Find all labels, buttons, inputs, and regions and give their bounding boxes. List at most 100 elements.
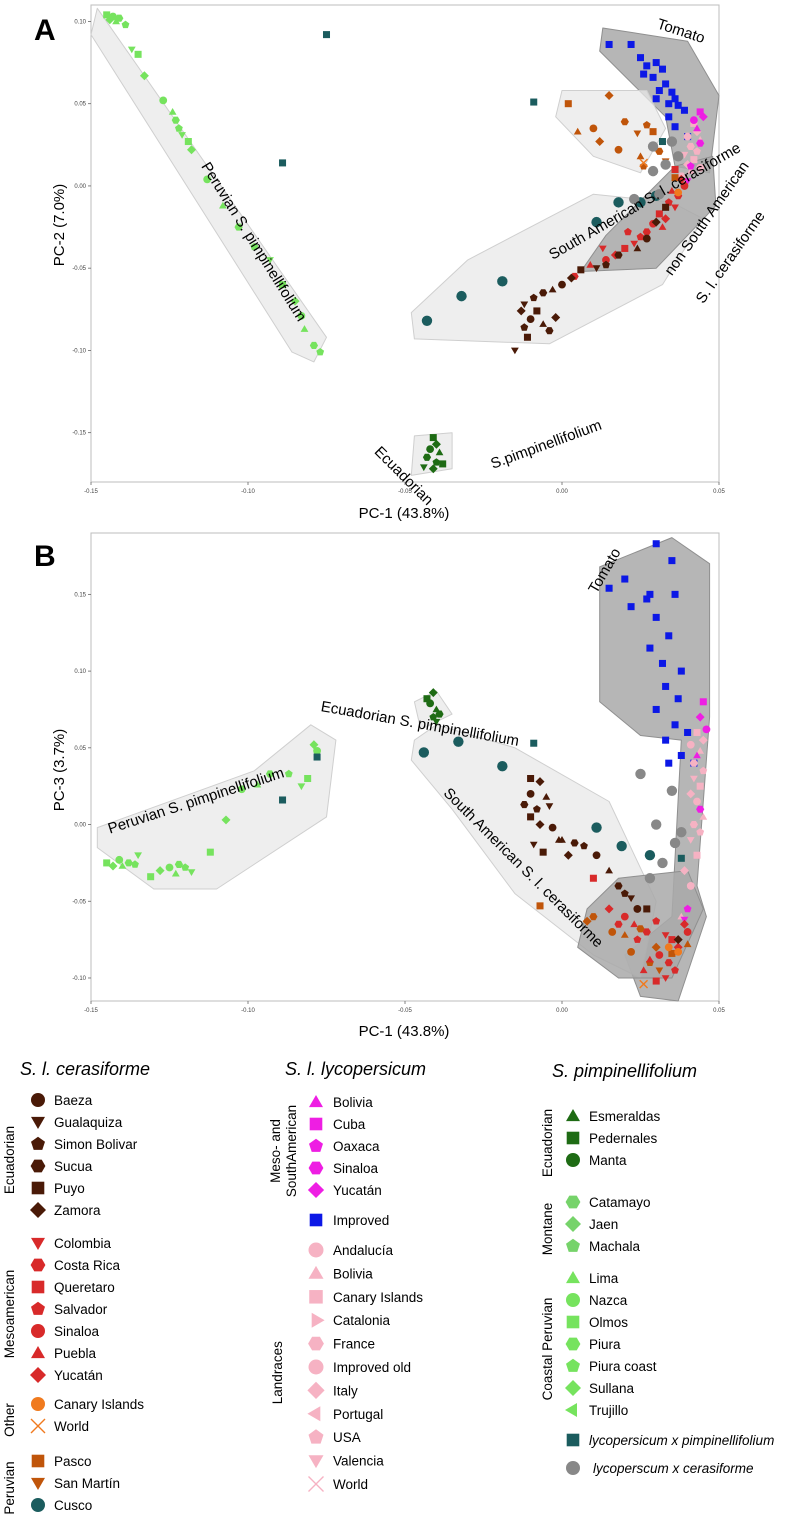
panel-a-x-tick-label: -0.15 xyxy=(84,489,98,495)
legend-marker-cerasiforme-3-1 xyxy=(31,1477,45,1490)
panel-a-data-point xyxy=(602,260,610,269)
panel-b-data-point xyxy=(652,613,660,621)
panel-a-data-point xyxy=(668,88,676,96)
panel-b-data-point xyxy=(680,919,689,929)
panel-a-data-point xyxy=(529,293,538,302)
panel-b-data-point xyxy=(674,947,683,956)
legend-marker-cerasiforme-0-3 xyxy=(30,1159,46,1173)
legend-marker-lycopersicum-0-1 xyxy=(309,1117,323,1131)
panel-b-data-point xyxy=(693,728,701,736)
panel-b-data-point xyxy=(423,695,431,703)
panel-a-data-point xyxy=(297,311,306,320)
panel-b-y-tick-label: 0.05 xyxy=(74,746,86,752)
panel-a-x-axis-label: PC-1 (43.8%) xyxy=(359,505,450,522)
panel-a-x-tick-label: -0.05 xyxy=(398,489,412,495)
panel-a-data-point xyxy=(159,96,168,105)
panel-b-data-point xyxy=(671,590,679,598)
panel-a-data-point xyxy=(586,261,595,268)
panel-a-data-point xyxy=(432,458,441,466)
legend-entry-pimpinellifolium-3-1: lycoperscum x cerasiforme xyxy=(593,1461,754,1476)
panel-b-data-point xyxy=(206,848,214,856)
panel-b-y-tick-label: 0.10 xyxy=(74,669,86,675)
panel-a-data-point xyxy=(680,106,688,114)
legend-heading-cerasiforme: S. l. cerasiforme xyxy=(20,1059,150,1079)
legend-marker-pimpinellifolium-2-1 xyxy=(566,1293,580,1307)
panel-a-data-point xyxy=(526,315,535,324)
panel-a-data-point xyxy=(420,464,428,472)
panel-b-data-point xyxy=(237,785,246,794)
panel-a-y-tick-label: -0.10 xyxy=(72,348,86,354)
panel-a-data-point xyxy=(658,223,667,230)
panel-b-data-point xyxy=(545,803,554,810)
panel-a-data-point xyxy=(103,11,111,19)
panel-a-region-2 xyxy=(555,90,667,174)
panel-b-data-point xyxy=(428,688,438,698)
panel-a-data-point xyxy=(654,188,665,200)
panel-b-x-tick-label: 0.05 xyxy=(713,1008,725,1014)
legend-marker-cerasiforme-0-2 xyxy=(31,1136,45,1150)
panel-b-data-point xyxy=(696,747,704,754)
panel-b-data-point xyxy=(592,851,601,860)
legend-marker-pimpinellifolium-2-2 xyxy=(566,1315,580,1329)
panel-a-data-point xyxy=(431,439,441,449)
panel-a-data-point xyxy=(665,113,673,121)
panel-b-data-point xyxy=(695,712,705,722)
panel-a-data-point xyxy=(620,118,629,126)
panel-b-data-point xyxy=(103,859,111,867)
legend-entry-cerasiforme-1-3: Salvador xyxy=(54,1302,108,1317)
legend-marker-lycopersicum-2-6 xyxy=(307,1381,325,1399)
panel-a-data-point xyxy=(564,100,572,108)
panel-a-data-point xyxy=(309,341,318,349)
legend-entry-cerasiforme-0-3: Sucua xyxy=(54,1159,93,1174)
panel-a-data-point xyxy=(121,20,130,29)
legend-marker-lycopersicum-2-4 xyxy=(308,1336,324,1351)
panel-b-data-point xyxy=(529,841,538,849)
panel-a-data-point xyxy=(520,301,529,309)
legend-entry-cerasiforme-1-5: Puebla xyxy=(54,1346,97,1361)
panel-a-data-point xyxy=(548,285,557,293)
panel-b-data-point xyxy=(313,746,321,755)
panel-a-data-point xyxy=(109,12,117,21)
panel-b-data-point xyxy=(665,632,673,640)
legend-entry-cerasiforme-1-4: Sinaloa xyxy=(54,1324,100,1339)
panel-a-data-point xyxy=(636,54,645,62)
panel-a-data-point xyxy=(658,138,666,146)
panel-a-x-tick-label: -0.10 xyxy=(241,489,255,495)
legend: S. l. cerasiforme Baeza Gualaquiza Simon Bo… xyxy=(2,1059,774,1515)
legend-entry-pimpinellifolium-0-2: Manta xyxy=(589,1153,627,1168)
panel-a-data-point xyxy=(421,315,433,327)
panel-b-data-point xyxy=(662,682,670,690)
legend-entry-cerasiforme-3-1: San Martín xyxy=(54,1476,120,1491)
panel-b-data-point xyxy=(221,815,231,825)
panel-b-data-point xyxy=(668,936,676,944)
panel-a-series-0 xyxy=(103,11,325,356)
panel-a-data-point xyxy=(426,445,435,454)
panel-b-data-point xyxy=(643,595,651,603)
panel-a-data-point xyxy=(661,214,671,224)
panel-a-series-9 xyxy=(279,31,666,167)
legend-marker-lycopersicum-0-4 xyxy=(307,1182,325,1198)
panel-a-data-point xyxy=(642,234,651,243)
panel-a-data-point xyxy=(640,70,648,78)
panel-b-data-point xyxy=(608,928,617,936)
panel-b-data-point xyxy=(527,813,535,821)
panel-a-series-12 xyxy=(639,158,649,168)
panel-a-data-point xyxy=(530,98,538,106)
panel-b-series-1 xyxy=(423,688,444,726)
panel-b-data-point xyxy=(530,739,538,747)
legend-marker-lycopersicum-2-10 xyxy=(308,1476,324,1492)
panel-b-data-point xyxy=(644,873,656,884)
panel-b-data-point xyxy=(686,837,695,844)
legend-marker-cerasiforme-1-1 xyxy=(30,1258,46,1272)
panel-b-series-11 xyxy=(664,943,683,956)
panel-a-data-point xyxy=(266,257,274,264)
panel-a-data-point xyxy=(577,266,585,274)
legend-marker-lycopersicum-0-2 xyxy=(309,1138,323,1152)
legend-entry-cerasiforme-2-0: Canary Islands xyxy=(54,1397,144,1412)
legend-marker-cerasiforme-3-0 xyxy=(31,1454,45,1468)
legend-marker-pimpinellifolium-0-1 xyxy=(566,1131,580,1145)
panel-b-data-point xyxy=(699,698,707,706)
panel-a-data-point xyxy=(604,91,614,100)
legend-group-label-cerasiforme-0: Ecuadorian xyxy=(2,1126,17,1194)
